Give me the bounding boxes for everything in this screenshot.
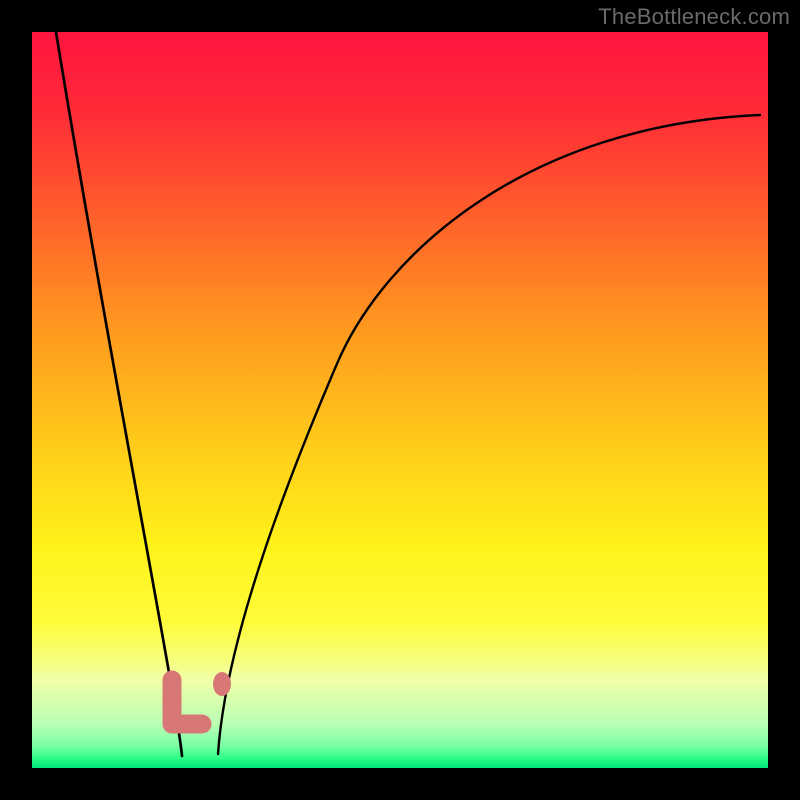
curves-layer (32, 32, 768, 768)
right-curve (218, 115, 760, 754)
highlight-dot (213, 672, 231, 696)
bottleneck-chart: TheBottleneck.com (0, 0, 800, 800)
left-curve (56, 32, 182, 756)
site-watermark: TheBottleneck.com (598, 4, 790, 30)
highlight-marker (172, 680, 202, 724)
